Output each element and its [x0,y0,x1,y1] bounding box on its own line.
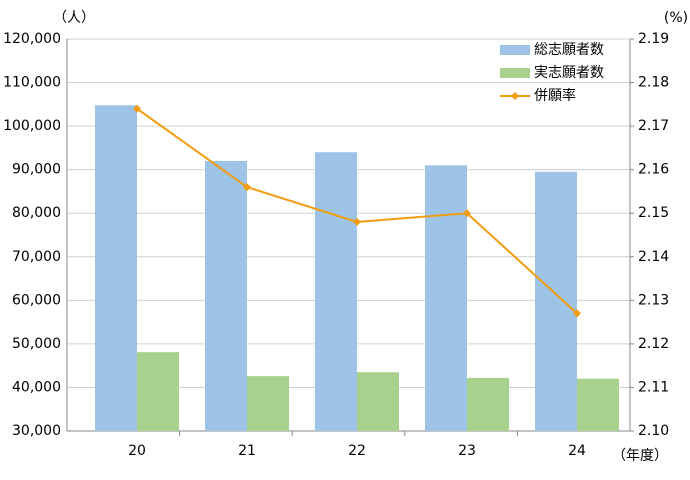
bar [357,372,399,431]
marker [133,104,141,113]
y-tick-label: 60,000 [12,292,61,308]
y-tick-label: 50,000 [12,336,61,352]
y2-tick-label: 2.10 [638,423,669,439]
bar [247,376,289,431]
y-tick-label: 100,000 [3,118,61,134]
x-unit: （年度） [612,448,668,464]
x-tick-label: 22 [348,443,366,459]
legend-label: 併願率 [534,87,576,104]
bar [137,352,179,431]
legend-swatch [500,68,530,78]
y-tick-label: 70,000 [12,249,61,265]
bar [577,378,619,431]
y-tick-label: 80,000 [12,205,61,221]
x-tick-label: 21 [238,443,256,459]
y2-tick-label: 2.13 [638,292,669,308]
legend-marker [511,92,519,100]
y-unit: （人） [53,10,95,26]
legend-label: 実志願者数 [534,65,604,81]
marker [243,183,251,192]
x-tick-label: 24 [568,443,586,459]
legend-label: 総志願者数 [534,42,604,58]
y2-tick-label: 2.19 [638,31,669,47]
bar [425,165,467,432]
y2-tick-label: 2.18 [638,75,669,91]
y2-tick-label: 2.11 [638,379,669,395]
bar [205,160,247,431]
y-tick-label: 110,000 [3,75,61,91]
marker [463,209,471,218]
y2-tick-label: 2.17 [638,118,669,134]
marker [573,309,581,318]
y2-tick-label: 2.14 [638,249,669,265]
y2-unit: (%) [664,10,688,26]
bar [95,105,137,432]
bar [467,377,509,431]
y2-tick-label: 2.15 [638,205,669,221]
legend-swatch [500,45,530,55]
y-tick-label: 30,000 [12,423,61,439]
x-tick-label: 23 [458,443,476,459]
x-tick-label: 20 [128,443,146,459]
y-tick-label: 120,000 [3,31,61,47]
bar [315,152,357,431]
y2-tick-label: 2.16 [638,162,669,178]
marker [353,217,361,226]
bar [535,171,577,431]
y2-tick-label: 2.12 [638,336,669,352]
y-tick-label: 40,000 [12,379,61,395]
y-tick-label: 90,000 [12,162,61,178]
